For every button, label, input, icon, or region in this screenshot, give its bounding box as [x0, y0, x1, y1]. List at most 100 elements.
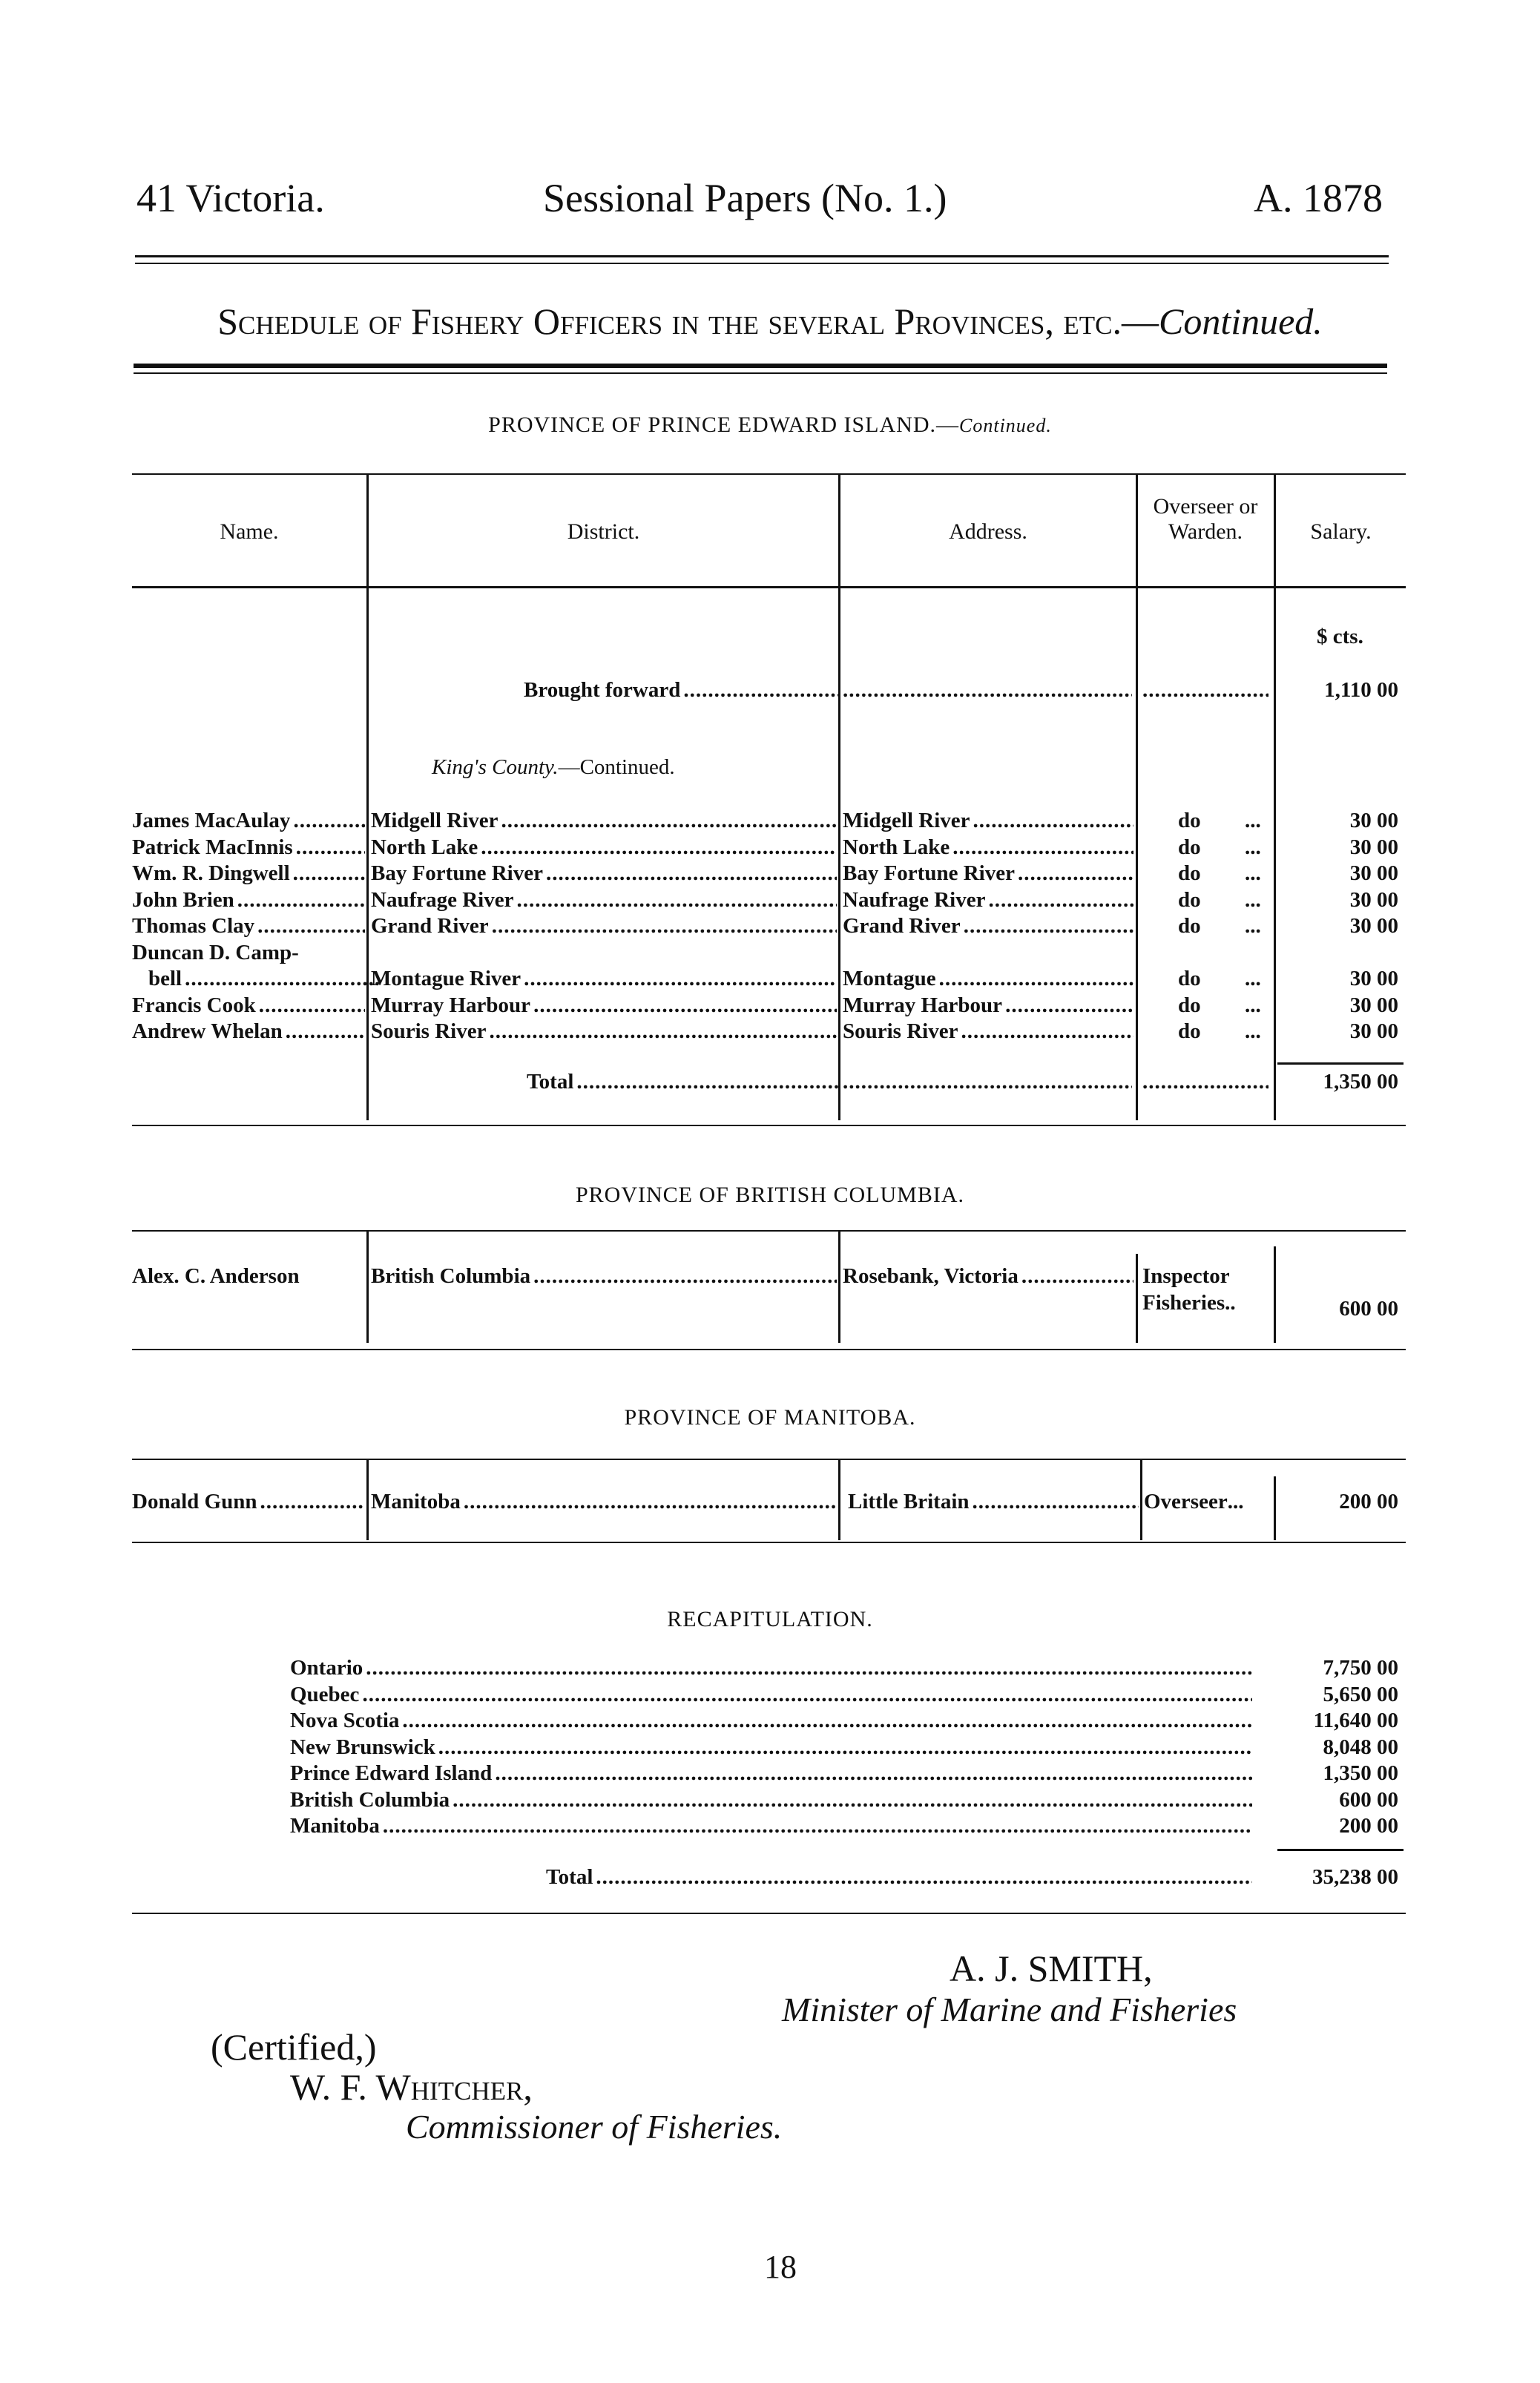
leader-dots [1018, 861, 1133, 886]
divider [132, 1913, 1406, 1914]
schedule-title: Schedule of Fishery Officers in the seve… [217, 300, 1323, 342]
salary-cell: 30 00 [1349, 993, 1398, 1017]
name-cell: bell [148, 967, 381, 991]
leader-dots [481, 835, 837, 860]
commissioner-name: W. F. Whitcher, [290, 2066, 533, 2108]
leader-dots: ... [1245, 1019, 1261, 1043]
leader-dots: ... [1245, 809, 1261, 832]
amount-cell: 200 00 [1339, 1814, 1398, 1838]
amount-cell: 1,350 00 [1323, 1761, 1399, 1785]
leader-dots: ... [1245, 967, 1261, 990]
table-header-rule [132, 586, 1406, 588]
salary-cell: 30 00 [1349, 809, 1398, 832]
name-cell-text: bell [148, 967, 182, 990]
address-cell-text: Midgell River [843, 809, 970, 832]
table-row: Francis Cook Murray Harbour Murray Harbour… [0, 993, 1540, 1020]
col-divider [366, 1460, 369, 1540]
leader-dots [533, 993, 837, 1018]
amount-cell: 600 00 [1339, 1787, 1398, 1812]
col-header-overseer: Overseer or Warden. [1153, 494, 1258, 544]
recap-row: Quebec 5,650 00 [0, 1683, 1540, 1709]
role-text: do [1178, 993, 1201, 1017]
address-cell-text: Murray Harbour [843, 993, 1003, 1017]
address-cell: Grand River [843, 914, 1133, 939]
leader-dots [402, 1709, 1252, 1733]
table-row: Patrick MacInnis North Lake North Lake do..… [0, 835, 1540, 862]
district-cell: Souris River [371, 1019, 837, 1044]
leader-dots [259, 993, 365, 1018]
leader-dots [524, 967, 837, 991]
district-cell: Murray Harbour [371, 993, 837, 1018]
role-text: do [1178, 967, 1201, 990]
divider [132, 1349, 1406, 1350]
leader-dots [492, 914, 837, 939]
recap-total-row: Total 35,238 00 [0, 1865, 1540, 1892]
leader-dots: ... [1245, 993, 1261, 1017]
bc-row: Alex. C. Anderson British Columbia Roseb… [0, 1264, 1540, 1291]
address-cell: Naufrage River [843, 888, 1133, 913]
province-cell-text: Nova Scotia [290, 1709, 400, 1732]
province-cell: Prince Edward Island [290, 1761, 1252, 1786]
col-divider [1136, 475, 1138, 1120]
name-cell-text: Wm. R. Dingwell [132, 861, 290, 885]
address-cell-text: Grand River [843, 914, 961, 938]
total-rule [1277, 1849, 1404, 1851]
province-cell: Ontario [290, 1656, 1252, 1680]
divider [132, 1230, 1406, 1232]
province-cell: Manitoba [290, 1814, 1252, 1838]
district-cell: Montague River [371, 967, 837, 991]
header-session: 41 Victoria. [136, 176, 325, 220]
col-header-name: Name. [220, 519, 279, 544]
role-cell: do... [1178, 861, 1271, 886]
recap-row: Manitoba 200 00 [0, 1814, 1540, 1841]
leader-dots: ... [1245, 914, 1261, 938]
district-cell-text: Souris River [371, 1019, 487, 1043]
province-cell-text: Prince Edward Island [290, 1761, 493, 1785]
role-cell: do... [1178, 967, 1271, 991]
name-cell-text: Francis Cook [132, 993, 256, 1017]
header-year: A. 1878 [1254, 176, 1383, 220]
currency-label: $ cts. [1317, 625, 1363, 648]
amount-cell: 5,650 00 [1323, 1682, 1399, 1706]
address-cell-text: Naufrage River [843, 887, 986, 912]
table-row: Duncan D. Camp- [0, 941, 1540, 967]
col-divider [1140, 1460, 1142, 1540]
leader-dots [546, 861, 837, 886]
certified-label: (Certified,) [211, 2026, 377, 2068]
recap-row: New Brunswick 8,048 00 [0, 1735, 1540, 1762]
recap-row: Ontario 7,750 00 [0, 1656, 1540, 1683]
col-divider [1274, 475, 1276, 1120]
col-divider [366, 475, 369, 1120]
district-cell: Midgell River [371, 809, 837, 833]
recap-row: Prince Edward Island 1,350 00 [0, 1761, 1540, 1788]
bc-heading: PROVINCE OF BRITISH COLUMBIA. [575, 1183, 965, 1207]
district-cell-text: Midgell River [371, 809, 498, 832]
address-cell: Souris River [843, 1019, 1133, 1044]
role-text: do [1178, 1019, 1201, 1043]
province-cell-text: Manitoba [290, 1814, 380, 1838]
leader-dots [257, 914, 365, 939]
divider [135, 263, 1389, 264]
amount-cell: 8,048 00 [1323, 1735, 1399, 1759]
name-cell: Patrick MacInnis [132, 835, 365, 860]
district-cell: Grand River [371, 914, 837, 939]
address-cell: Montague [843, 967, 1133, 991]
role-cell: do... [1178, 809, 1271, 833]
table-row: Thomas Clay Grand River Grand River do... 30… [0, 914, 1540, 941]
leader-dots [237, 888, 365, 913]
district-cell: North Lake [371, 835, 837, 860]
leader-dots [501, 809, 837, 833]
leader-dots: ... [1245, 835, 1261, 859]
name-cell-text: John Brien [132, 887, 234, 912]
role-cell: do... [1178, 1019, 1271, 1044]
district-cell-text: Grand River [371, 914, 489, 938]
role-cell: do... [1178, 914, 1271, 939]
salary-cell: 30 00 [1349, 887, 1398, 912]
district-cell: Naufrage River [371, 888, 837, 913]
amount-cell: 11,640 00 [1313, 1709, 1398, 1732]
name-cell-text: Andrew Whelan [132, 1019, 283, 1043]
leader-dots [286, 1019, 365, 1044]
col-divider [838, 1232, 840, 1343]
divider [132, 1459, 1406, 1460]
pei-heading: PROVINCE OF PRINCE EDWARD ISLAND.—Contin… [488, 412, 1052, 437]
